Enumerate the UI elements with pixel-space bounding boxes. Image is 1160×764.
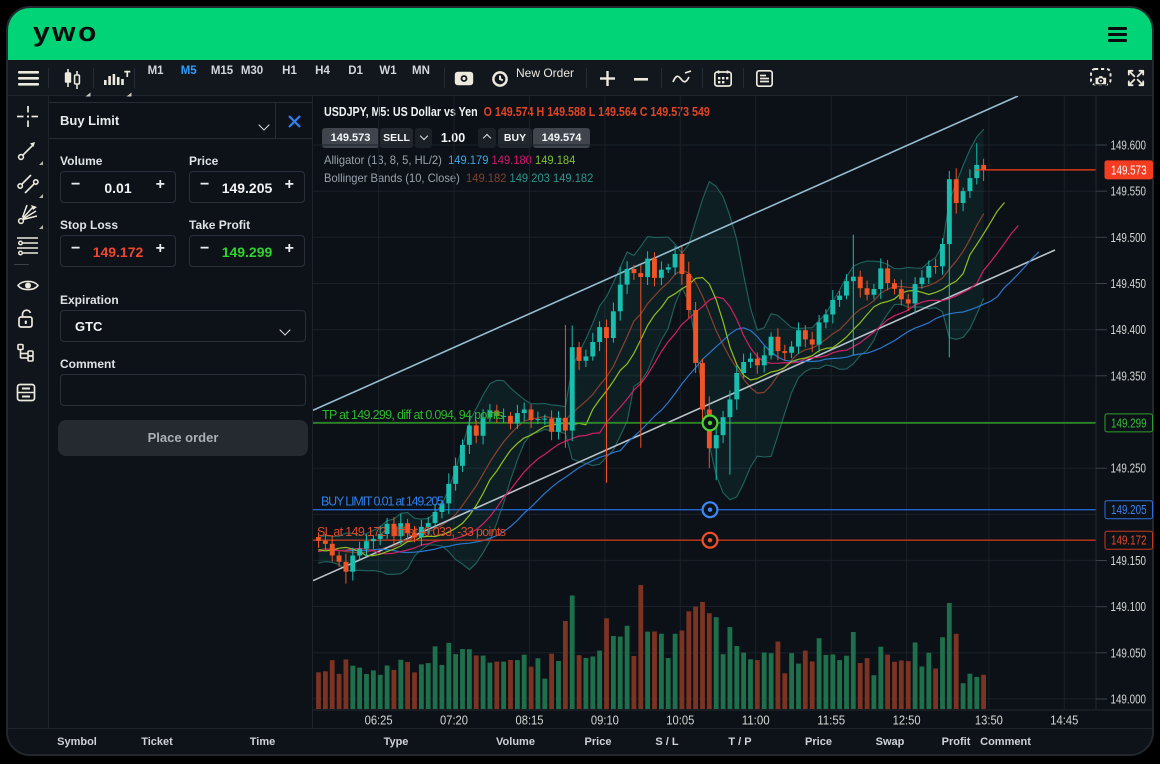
svg-text:11:00: 11:00	[742, 714, 770, 728]
svg-text:149.205: 149.205	[1111, 502, 1147, 517]
svg-text:SL at 149.172, diff at -0.033,: SL at 149.172, diff at -0.033, -33 point…	[317, 525, 506, 539]
svg-text:10:05: 10:05	[666, 714, 694, 728]
svg-text:08:15: 08:15	[516, 714, 544, 728]
svg-text:149.100: 149.100	[1111, 599, 1147, 614]
svg-text:11:55: 11:55	[817, 714, 845, 728]
svg-text:09:10: 09:10	[591, 714, 619, 728]
svg-text:TP at 149.299, diff at 0.094,: TP at 149.299, diff at 0.094, 94 points	[322, 408, 504, 422]
svg-text:149.573: 149.573	[1111, 162, 1147, 177]
svg-text:149.000: 149.000	[1111, 692, 1147, 707]
svg-text:149.500: 149.500	[1111, 230, 1147, 245]
svg-text:06:25: 06:25	[365, 714, 393, 728]
svg-text:12:50: 12:50	[893, 714, 921, 728]
svg-text:149.600: 149.600	[1111, 138, 1147, 153]
svg-text:149.299: 149.299	[1111, 415, 1147, 430]
svg-text:149.450: 149.450	[1111, 276, 1147, 291]
svg-text:149.350: 149.350	[1111, 368, 1147, 383]
svg-text:149.250: 149.250	[1111, 461, 1147, 476]
svg-text:149.172: 149.172	[1111, 533, 1147, 548]
svg-text:149.150: 149.150	[1111, 553, 1147, 568]
svg-text:149.050: 149.050	[1111, 645, 1147, 660]
svg-text:13:50: 13:50	[975, 714, 1003, 728]
svg-text:14:45: 14:45	[1050, 714, 1078, 728]
svg-text:07:20: 07:20	[440, 714, 468, 728]
svg-text:149.550: 149.550	[1111, 184, 1147, 199]
svg-text:149.400: 149.400	[1111, 322, 1147, 337]
svg-text:BUY LIMIT 0.01 at 149.205: BUY LIMIT 0.01 at 149.205	[321, 495, 444, 509]
